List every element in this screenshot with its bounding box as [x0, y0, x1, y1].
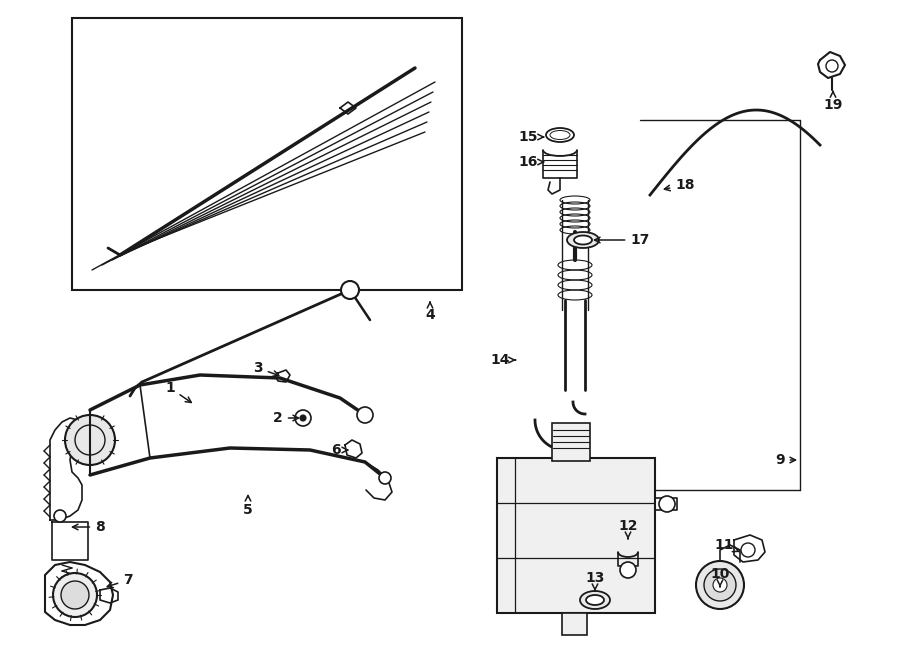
Circle shape [379, 472, 391, 484]
Circle shape [741, 543, 755, 557]
Ellipse shape [586, 595, 604, 605]
Ellipse shape [574, 235, 592, 245]
Circle shape [704, 569, 736, 601]
Text: 12: 12 [618, 519, 638, 539]
Bar [562, 613, 587, 635]
Circle shape [300, 415, 306, 421]
Text: 3: 3 [253, 361, 279, 376]
Text: 10: 10 [710, 567, 730, 586]
Circle shape [295, 410, 311, 426]
Bar [497, 458, 655, 613]
Circle shape [713, 578, 727, 592]
Bar [552, 423, 590, 461]
Text: 13: 13 [585, 571, 605, 591]
Text: 6: 6 [331, 443, 347, 457]
Text: 14: 14 [491, 353, 516, 367]
Circle shape [65, 415, 115, 465]
Text: 11: 11 [715, 538, 739, 552]
Text: 18: 18 [664, 178, 695, 192]
Text: 4: 4 [425, 302, 435, 322]
Text: 19: 19 [824, 92, 842, 112]
Ellipse shape [567, 232, 599, 248]
Text: 7: 7 [107, 573, 133, 588]
Circle shape [341, 281, 359, 299]
Circle shape [659, 496, 675, 512]
Text: 1: 1 [165, 381, 192, 403]
Text: 5: 5 [243, 496, 253, 517]
Text: 8: 8 [73, 520, 105, 534]
Ellipse shape [580, 591, 610, 609]
Text: 17: 17 [595, 233, 650, 247]
Circle shape [620, 562, 636, 578]
Circle shape [826, 60, 838, 72]
Circle shape [696, 561, 744, 609]
Circle shape [53, 573, 97, 617]
Circle shape [61, 581, 89, 609]
Circle shape [357, 407, 373, 423]
Bar [72, 18, 462, 290]
Text: 2: 2 [273, 411, 299, 425]
Text: 15: 15 [518, 130, 544, 144]
Text: 9: 9 [775, 453, 796, 467]
Text: 16: 16 [518, 155, 544, 169]
Circle shape [54, 510, 66, 522]
